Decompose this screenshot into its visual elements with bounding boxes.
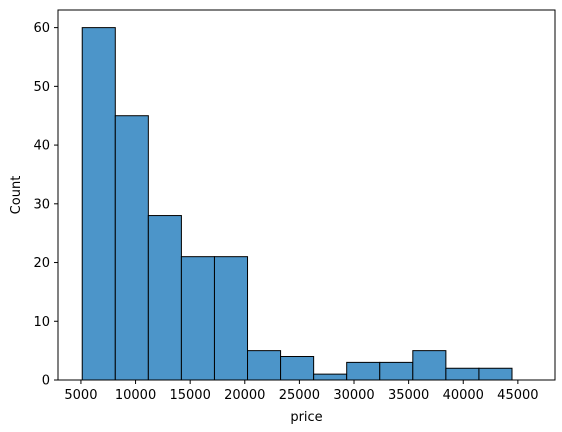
histogram-bar <box>180 256 215 381</box>
x-axis-label: price <box>290 410 322 425</box>
histogram-bar <box>213 256 249 381</box>
x-tick-label: 20000 <box>224 388 265 403</box>
y-tick-label: 60 <box>33 21 50 36</box>
y-axis-label: Count <box>9 176 24 215</box>
x-tick-label: 5000 <box>64 388 97 403</box>
y-tick-label: 10 <box>33 315 50 330</box>
x-tick-label: 10000 <box>115 388 156 403</box>
histogram-bar <box>81 27 116 381</box>
y-tick-label: 0 <box>42 374 50 389</box>
histogram-bar <box>379 361 414 381</box>
x-tick-label: 25000 <box>279 388 320 403</box>
plot-frame <box>57 9 556 381</box>
histogram-bar <box>313 373 348 381</box>
histogram-bars <box>81 27 513 381</box>
y-tick-label: 40 <box>33 139 50 154</box>
histogram-bar <box>147 215 182 381</box>
x-tick-label: 45000 <box>497 388 538 403</box>
x-tick-label: 40000 <box>443 388 484 403</box>
y-tick-label: 30 <box>33 197 50 212</box>
histogram-bar <box>280 356 315 381</box>
x-tick-label: 30000 <box>333 388 374 403</box>
x-tick-label: 15000 <box>169 388 210 403</box>
histogram-bar <box>247 350 282 381</box>
histogram-bar <box>346 361 381 381</box>
histogram-bar <box>478 367 513 381</box>
histogram-bar <box>445 367 480 381</box>
y-tick-label: 20 <box>33 256 50 271</box>
y-tick-label: 50 <box>33 80 50 95</box>
histogram-bar <box>412 350 447 381</box>
histogram-bar <box>114 115 149 381</box>
y-axis-ticks: 0 10 20 30 40 50 60 <box>33 21 58 389</box>
x-axis-ticks: 5000 10000 15000 20000 25000 30000 35000 40000 4… <box>64 380 539 403</box>
x-tick-label: 35000 <box>388 388 429 403</box>
